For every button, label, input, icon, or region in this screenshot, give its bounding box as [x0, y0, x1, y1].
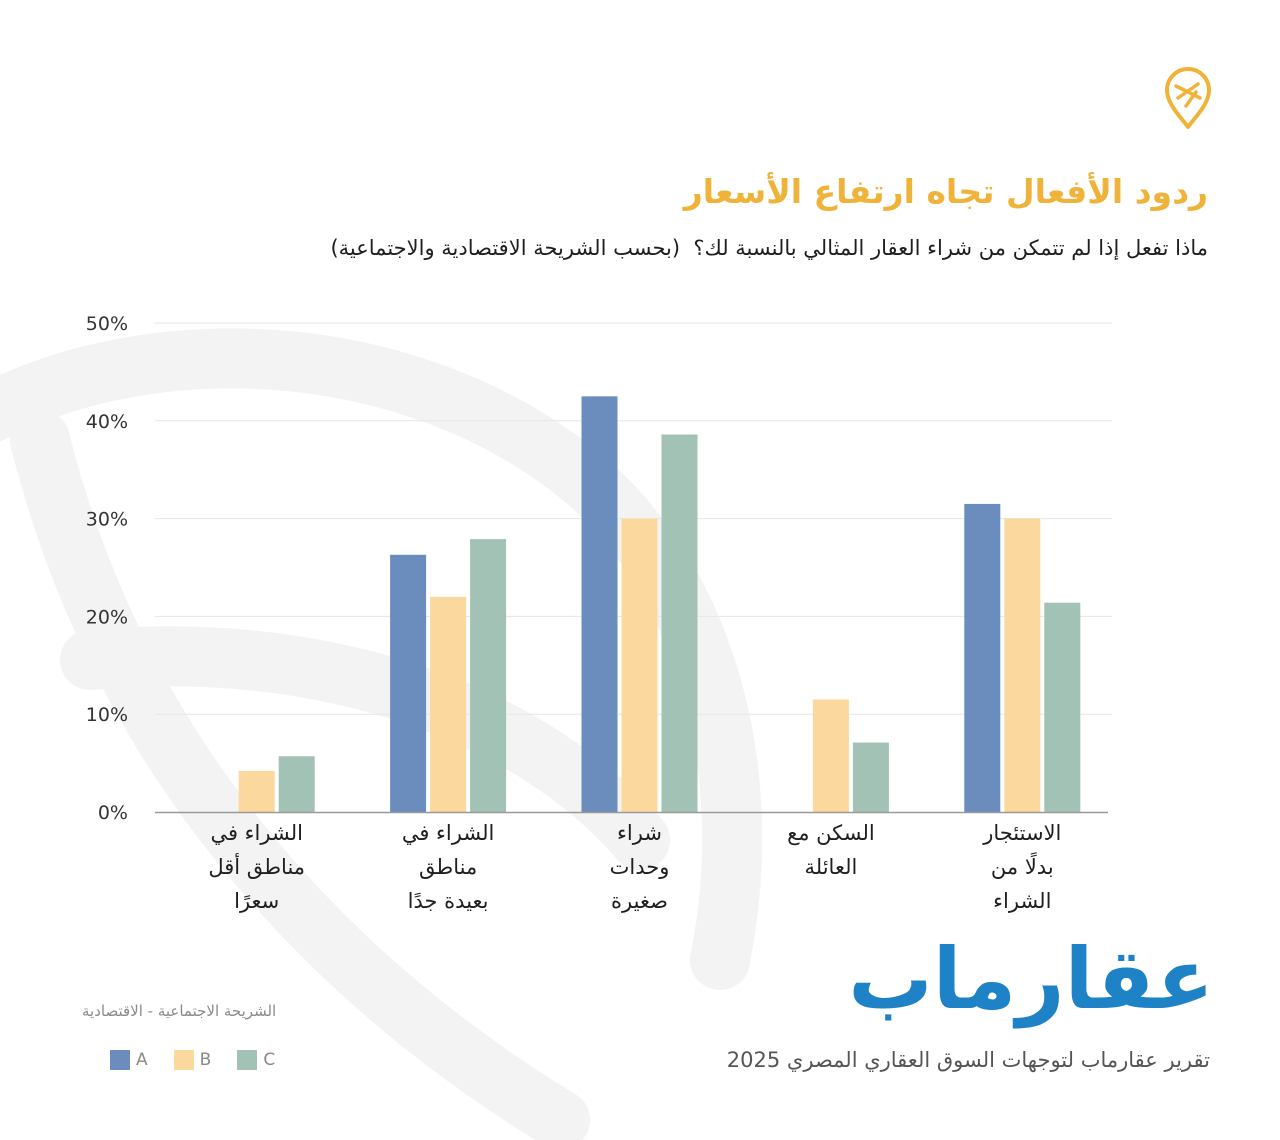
- bar-b: [812, 699, 849, 812]
- bar-a: [581, 396, 618, 812]
- legend-label-c: C: [263, 1050, 276, 1070]
- legend-label-b: B: [199, 1050, 212, 1070]
- bar-c: [1044, 602, 1081, 812]
- legend-label-a: A: [136, 1050, 148, 1070]
- x-category-label: شراء وحدات صغيرة: [610, 821, 670, 913]
- bar-c: [852, 742, 889, 812]
- chart-legend: A B C: [110, 1050, 275, 1070]
- bar-b: [621, 518, 658, 812]
- y-tick-label: 30%: [86, 509, 128, 531]
- bar-b: [1004, 518, 1041, 812]
- y-tick-label: 0%: [98, 802, 128, 824]
- legend-swatch-c: [237, 1050, 258, 1070]
- legend-item-a: A: [110, 1050, 148, 1070]
- report-caption: تقرير عقارماب لتوجهات السوق العقاري المص…: [726, 1048, 1210, 1072]
- bar-c: [278, 756, 315, 812]
- x-category-label: الشراء في مناطق أقل سعرًا: [208, 821, 305, 913]
- y-tick-label: 10%: [86, 704, 128, 726]
- chart-bars: [238, 396, 1081, 812]
- bar-b: [430, 596, 467, 812]
- y-tick-label: 20%: [86, 606, 128, 628]
- x-axis: الشراء في مناطق أقل سعرًا الشراء في مناطق بعي…: [155, 811, 1108, 913]
- legend-item-c: C: [237, 1050, 275, 1070]
- y-tick-label: 50%: [86, 313, 128, 335]
- y-axis: 0% 10% 20% 30% 40% 50%: [86, 313, 128, 824]
- bar-c: [470, 539, 507, 812]
- x-category-label: السكن مع العائلة: [787, 821, 875, 879]
- legend-swatch-a: [110, 1050, 130, 1070]
- y-tick-label: 40%: [86, 411, 128, 433]
- legend-item-b: B: [173, 1050, 212, 1070]
- map-pin-icon: [1165, 67, 1211, 129]
- bar-b: [238, 770, 275, 812]
- brand-logo: عقارماب: [848, 930, 1216, 1028]
- bar-a: [390, 554, 427, 812]
- chart-subtitle: ماذا تفعل إذا لم تتمكن من شراء العقار ال…: [330, 236, 1208, 260]
- legend-swatch-b: [173, 1050, 194, 1070]
- legend-title: الشريحة الاجتماعية - الاقتصادية: [82, 1002, 277, 1020]
- bar-a: [964, 503, 1001, 812]
- x-category-label: الاستئجار بدلًا من الشراء: [982, 821, 1061, 913]
- bar-c: [661, 434, 698, 812]
- x-category-label: الشراء في مناطق بعيدة جدًا: [402, 821, 494, 913]
- chart-title: ردود الأفعال تجاه ارتفاع الأسعار: [683, 172, 1208, 211]
